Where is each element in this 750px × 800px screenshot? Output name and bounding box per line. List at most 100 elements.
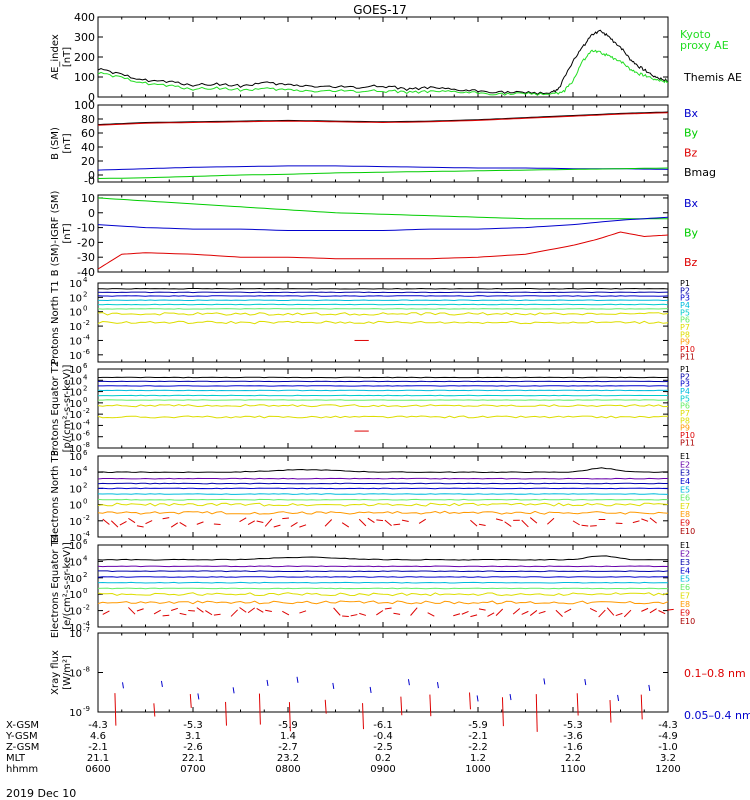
xray-long-mark <box>324 699 327 714</box>
y-axis-label: Protons Equator T2 <box>50 361 61 457</box>
noise-segment <box>136 525 144 528</box>
x-axis-value: 1.2 <box>470 753 486 764</box>
legend-entry: P1 <box>680 279 690 288</box>
x-axis-value: 0800 <box>275 764 300 775</box>
noise-segment <box>538 610 546 614</box>
legend-entry: E5 <box>680 485 690 494</box>
y-tick-exponent: 0 <box>83 396 87 404</box>
noise-segment <box>299 610 307 614</box>
xray-long-mark <box>400 696 403 716</box>
noise-segment <box>658 610 666 615</box>
noise-segment <box>521 519 529 528</box>
noise-segment <box>265 609 272 612</box>
noise-segment <box>333 607 341 616</box>
y-tick-exponent: -7 <box>83 626 90 634</box>
y-tick-label: 300 <box>74 31 95 44</box>
series-line <box>97 165 669 171</box>
x-axis-value: -5.9 <box>278 720 298 731</box>
y-tick-exponent: -4 <box>83 620 91 628</box>
legend-entry: P5 <box>680 308 690 317</box>
y-tick-exponent: -2 <box>83 604 90 612</box>
x-axis-value: 1200 <box>655 764 680 775</box>
y-tick-exponent: -2 <box>83 319 90 327</box>
legend-entry: By <box>684 227 699 240</box>
legend-entry: P6 <box>680 402 690 411</box>
noise-segment <box>384 607 392 610</box>
legend-entry: E10 <box>680 617 695 626</box>
noise-segment <box>102 518 110 525</box>
y-tick-label: 10 <box>69 322 82 333</box>
y-tick-exponent: 6 <box>83 538 88 546</box>
y-tick-label: 200 <box>74 51 95 64</box>
noise-segment <box>495 608 504 616</box>
panel-frame <box>97 104 669 183</box>
noise-segment <box>470 519 478 527</box>
noise-segment <box>410 607 418 616</box>
noise-segment <box>589 607 597 613</box>
y-tick-label: 10 <box>69 433 82 444</box>
noise-segment <box>606 607 615 616</box>
flux-level-line <box>97 404 669 408</box>
legend-entry: P11 <box>680 438 695 447</box>
panel-7: Electrons Equator T4 [e/(cm²-s-sr-keV)]10… <box>50 534 695 638</box>
x-axis-value: 2.2 <box>565 753 581 764</box>
noise-segment <box>495 518 503 522</box>
y-axis-unit: [W/m²] <box>62 655 73 690</box>
panel-frame <box>97 194 669 273</box>
y-tick-label: 100 <box>74 71 95 84</box>
x-axis-row-label: MLT <box>6 753 26 764</box>
flux-level-line <box>97 510 669 515</box>
y-tick-exponent: 2 <box>83 571 87 579</box>
y-tick-exponent: -4 <box>83 530 91 538</box>
y-tick-label: 0 <box>88 207 95 220</box>
xray-short-mark <box>197 693 200 700</box>
y-axis-label: AE_index <box>50 34 61 80</box>
x-axis-value: 23.2 <box>277 753 299 764</box>
noise-segment <box>393 612 401 615</box>
flux-level-line <box>98 299 669 302</box>
y-tick-label: -0 <box>84 175 95 188</box>
x-axis-value: -4.9 <box>658 731 678 742</box>
noise-segment <box>282 517 289 520</box>
y-tick-label: 10 <box>69 557 82 568</box>
x-axis-value: 1.4 <box>280 731 296 742</box>
noise-segment <box>145 520 153 525</box>
noise-segment <box>384 519 392 527</box>
legend-entry: E5 <box>680 575 690 584</box>
noise-segment <box>136 608 144 612</box>
noise-segment <box>196 607 204 613</box>
legend-entry: P7 <box>680 409 690 418</box>
noise-segment <box>453 613 461 617</box>
noise-segment <box>247 520 255 526</box>
y-tick-label: 0 <box>88 91 95 104</box>
x-axis-value: 0900 <box>370 764 395 775</box>
noise-segment <box>401 519 409 522</box>
y-tick-label: 10 <box>69 336 82 347</box>
plot-title: GOES-17 <box>353 3 407 17</box>
noise-segment <box>376 519 384 522</box>
xray-short-mark <box>407 679 410 686</box>
y-tick-label: 10 <box>69 293 82 304</box>
y-tick-label: 10 <box>69 388 82 399</box>
x-axis-value: -4.3 <box>658 720 678 731</box>
series-line <box>97 111 669 126</box>
x-axis-value: -5.3 <box>563 720 583 731</box>
xray-long-mark <box>153 703 156 717</box>
noise-segment <box>487 612 495 617</box>
xray-long-mark <box>362 703 364 730</box>
xray-long-mark <box>429 694 432 717</box>
noise-segment <box>256 608 264 613</box>
series-line <box>97 197 668 220</box>
x-axis-value: -6.1 <box>373 720 393 731</box>
legend-entry: E1 <box>680 541 690 550</box>
noise-segment <box>641 518 649 522</box>
legend-entry: 0.05–0.4 nm <box>684 709 750 722</box>
noise-segment <box>418 518 427 524</box>
legend-entry: E1 <box>680 452 690 461</box>
flux-level-line <box>97 287 669 290</box>
xray-short-mark <box>617 694 620 702</box>
y-tick-exponent: -2 <box>83 407 90 415</box>
legend-entry: P10 <box>680 431 695 440</box>
noise-segment <box>632 520 640 524</box>
